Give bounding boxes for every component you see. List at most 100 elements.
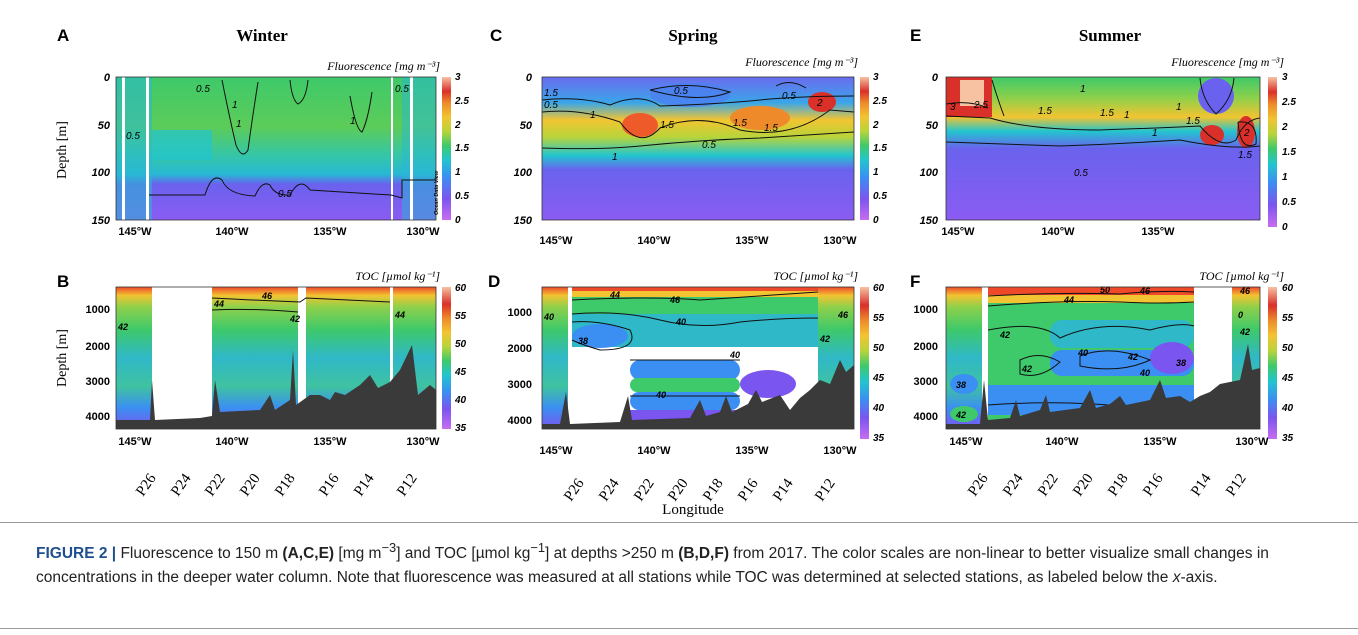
panel-c: C Spring Fluorescence [mg m⁻³] 1.5 0.5 0… bbox=[490, 26, 887, 247]
colorbar-ticks: 60 55 50 45 40 35 bbox=[1281, 283, 1294, 444]
colorbar-tick: 40 bbox=[872, 403, 885, 414]
colorbar-tick: 0 bbox=[1282, 222, 1288, 233]
contour-label: 0 bbox=[1238, 310, 1243, 320]
station-labels: P26 P24 P22 P20 P18 P16 P14 P12 bbox=[133, 471, 420, 500]
contour-label: 0.5 bbox=[196, 84, 210, 95]
x-tick-label: 145°W bbox=[941, 226, 975, 238]
contour-label: 1 bbox=[236, 119, 242, 130]
contour-label: 44 bbox=[213, 299, 224, 309]
x-tick-label: 145°W bbox=[949, 436, 983, 448]
x-tick-label: 145°W bbox=[118, 226, 152, 238]
variable-label: TOC [µmol kg⁻¹] bbox=[773, 269, 858, 283]
contour-label: 1.5 bbox=[544, 88, 558, 99]
contour-label: 40 bbox=[1139, 368, 1150, 378]
x-tick-label: 140°W bbox=[637, 445, 671, 457]
panel-f: F TOC [µmol kg⁻¹] 50 46 44 42 42 40 42 4… bbox=[910, 269, 1294, 499]
bathymetry bbox=[116, 345, 436, 429]
contour-label: 1.5 bbox=[1100, 108, 1114, 119]
caption-divider bbox=[0, 628, 1358, 629]
contour-label: 0.5 bbox=[278, 189, 292, 200]
y-tick-label: 2000 bbox=[914, 341, 938, 353]
contour-label: 38 bbox=[578, 336, 588, 346]
plot-frame bbox=[945, 76, 1261, 221]
contour-label: 0.5 bbox=[782, 91, 796, 102]
station-label: P22 bbox=[202, 471, 228, 499]
toc-station-column bbox=[116, 287, 152, 429]
colorbar-tick: 0.5 bbox=[873, 191, 887, 202]
contour-line bbox=[571, 312, 819, 327]
panel-letter: A bbox=[57, 26, 69, 45]
contour-label: 42 bbox=[999, 330, 1010, 340]
y-tick-label: 3000 bbox=[508, 379, 532, 391]
contour-line bbox=[571, 321, 633, 351]
station-label: P18 bbox=[700, 476, 726, 504]
station-gap bbox=[410, 77, 413, 220]
x-tick-label: 145°W bbox=[539, 235, 573, 247]
variable-label: Fluorescence [mg m⁻³] bbox=[744, 55, 858, 69]
contour-line bbox=[649, 85, 732, 98]
colorbar bbox=[860, 287, 869, 439]
station-label: P26 bbox=[561, 476, 588, 505]
station-label: P12 bbox=[394, 471, 420, 499]
toc-band bbox=[630, 360, 740, 380]
contour-line bbox=[221, 79, 259, 155]
x-tick-label: 130°W bbox=[1235, 436, 1269, 448]
station-label: P14 bbox=[1188, 471, 1215, 500]
toc-band bbox=[572, 287, 818, 297]
bathymetry bbox=[542, 360, 854, 429]
plot-frame bbox=[115, 76, 437, 221]
x-tick-label: 135°W bbox=[1143, 436, 1177, 448]
colorbar-tick: 2 bbox=[1281, 122, 1288, 133]
colorbar-tick: 50 bbox=[455, 339, 467, 350]
figure-label: FIGURE 2 | bbox=[36, 545, 117, 563]
contour-label: 0.5 bbox=[544, 100, 558, 111]
contour-line bbox=[211, 308, 299, 313]
contour-label: 1.5 bbox=[1038, 106, 1052, 117]
colorbar-ticks: 3 2.5 2 1.5 1 0.5 0 bbox=[1281, 72, 1296, 233]
colorbar-tick: 2.5 bbox=[872, 96, 887, 107]
contour-label: 1.5 bbox=[1238, 150, 1252, 161]
colorbar-tick: 3 bbox=[455, 72, 461, 83]
y-tick-label: 50 bbox=[98, 120, 111, 132]
contour-label: 46 bbox=[1139, 286, 1151, 296]
colorbar-tick: 1 bbox=[455, 167, 461, 178]
contour-label: 3 bbox=[950, 102, 956, 113]
variable-label: TOC [µmol kg⁻¹] bbox=[355, 269, 440, 283]
contour-label: 44 bbox=[609, 290, 620, 300]
y-tick-label: 150 bbox=[920, 215, 939, 227]
contour-label: 1.5 bbox=[764, 123, 778, 134]
contour-label: 38 bbox=[956, 380, 966, 390]
x-tick-label: 135°W bbox=[313, 226, 347, 238]
station-label: P22 bbox=[631, 476, 657, 504]
colorbar-tick: 1.5 bbox=[455, 143, 469, 154]
contour-label: 1 bbox=[1152, 128, 1158, 139]
toc-station-column bbox=[946, 287, 982, 429]
x-tick-label: 145°W bbox=[539, 445, 573, 457]
colorbar-tick: 2 bbox=[872, 120, 879, 131]
colorbar-tick: 1.5 bbox=[1282, 147, 1296, 158]
contour-label: 46 bbox=[837, 310, 849, 320]
colorbar-tick: 0 bbox=[455, 215, 461, 226]
contour-label: 50 bbox=[1100, 285, 1110, 295]
panel-letter: D bbox=[488, 272, 500, 291]
heatmap-blob bbox=[1198, 78, 1234, 114]
plot-frame bbox=[541, 76, 855, 221]
colorbar-tick: 35 bbox=[873, 433, 885, 444]
x-tick-label: 130°W bbox=[823, 445, 857, 457]
colorbar-tick: 2.5 bbox=[1281, 97, 1296, 108]
colorbar-tick: 55 bbox=[455, 311, 467, 322]
toc-band bbox=[1050, 320, 1194, 348]
contour-line bbox=[1237, 121, 1257, 147]
contour-label: 1 bbox=[1124, 110, 1130, 121]
contour-label: 42 bbox=[1127, 352, 1138, 362]
contour-label: 40 bbox=[655, 390, 666, 400]
y-tick-label: 2000 bbox=[508, 343, 532, 355]
y-tick-label: 50 bbox=[926, 120, 939, 132]
x-tick-label: 130°W bbox=[406, 436, 440, 448]
y-axis-label: Depth [m] bbox=[55, 121, 70, 179]
colorbar-tick: 35 bbox=[1282, 433, 1294, 444]
colorbar-tick: 1 bbox=[1282, 172, 1288, 183]
variable-label: Fluorescence [mg m⁻³] bbox=[326, 59, 440, 73]
station-label: P22 bbox=[1035, 471, 1061, 499]
station-label: P24 bbox=[1000, 471, 1027, 500]
